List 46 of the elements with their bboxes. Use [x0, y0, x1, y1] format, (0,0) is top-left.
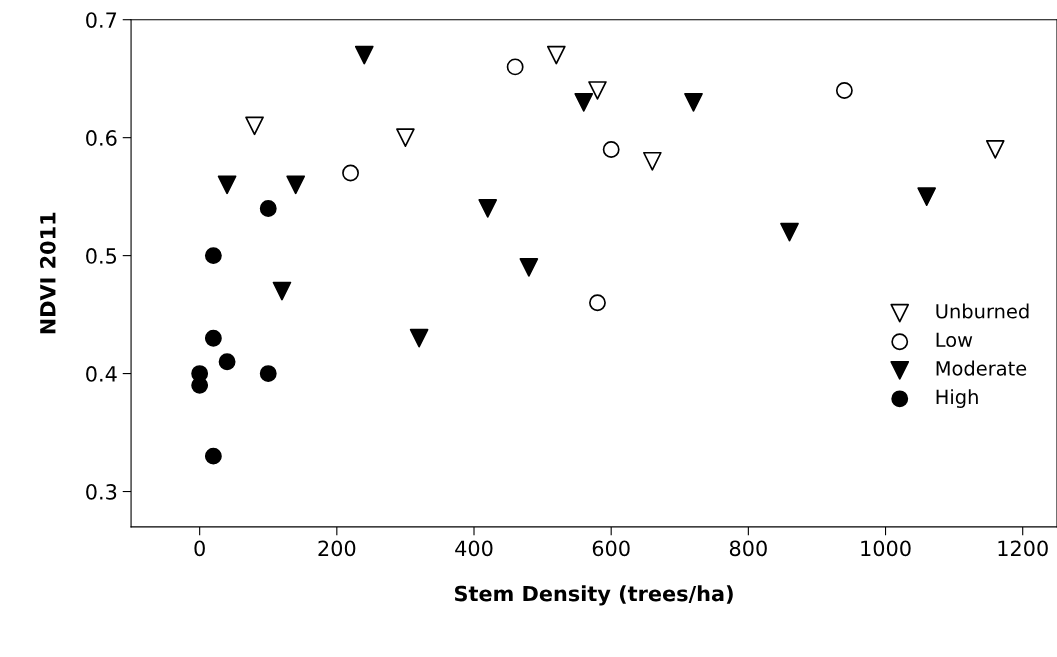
point — [684, 92, 703, 112]
legend-label: Moderate — [936, 360, 1027, 376]
point — [574, 92, 594, 112]
x-tick-label: 1000 — [861, 540, 911, 557]
legend-label: High — [936, 389, 978, 408]
point — [985, 140, 1005, 159]
x-tick-label: 0 — [194, 540, 205, 557]
point — [286, 175, 306, 195]
x-tick-label: 600 — [592, 540, 630, 557]
y-tick-label: 0.4 — [86, 366, 117, 382]
point — [217, 175, 237, 195]
point — [780, 222, 799, 242]
y-tick-label: 0.3 — [86, 483, 117, 500]
point — [396, 128, 415, 148]
x-axis-title: Stem Density (trees/ha) — [454, 585, 733, 606]
y-tick-label: 0.5 — [86, 248, 117, 264]
point — [259, 199, 277, 217]
point — [478, 199, 498, 218]
legend-label: Unburned — [936, 303, 1029, 319]
x-tick-label: 200 — [318, 540, 356, 557]
point — [354, 45, 374, 65]
point — [602, 141, 620, 158]
point — [204, 329, 222, 347]
point — [245, 116, 264, 136]
point — [546, 45, 566, 65]
x-tick-label: 800 — [729, 540, 767, 557]
x-tick-label: 400 — [455, 540, 493, 557]
point — [642, 151, 662, 171]
point — [342, 164, 359, 182]
point — [835, 82, 853, 99]
legend-label: Low — [936, 332, 973, 348]
point — [917, 187, 937, 206]
point — [589, 294, 606, 312]
y-tick-label: 0.7 — [86, 12, 117, 28]
point — [272, 281, 292, 301]
point — [588, 81, 607, 100]
y-axis-title: NDVI 2011 — [39, 212, 56, 334]
point — [409, 328, 429, 348]
point — [259, 365, 277, 383]
point — [506, 58, 524, 76]
point — [218, 353, 236, 371]
y-tick-label: 0.6 — [86, 130, 117, 146]
point — [519, 258, 539, 277]
point — [204, 447, 222, 465]
x-tick-label: 1200 — [998, 540, 1048, 557]
point — [204, 247, 222, 265]
